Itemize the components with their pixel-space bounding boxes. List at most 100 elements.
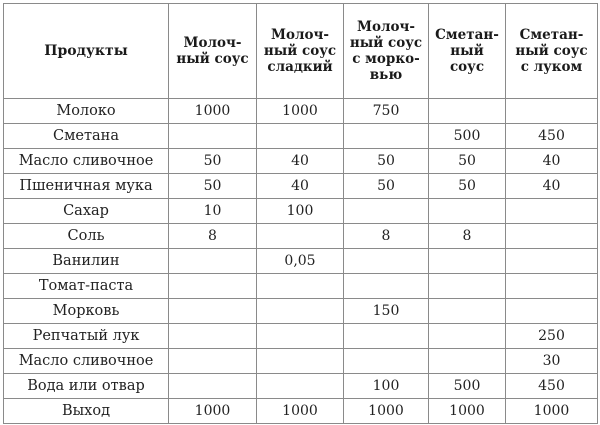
quantity-cell (168, 248, 257, 274)
quantity-cell (505, 298, 598, 324)
table-row: Репчатый лук 250 (3, 323, 598, 349)
table-row: Соль 8 8 8 (3, 223, 598, 249)
quantity-cell (256, 323, 344, 349)
quantity-cell: 30 (505, 348, 598, 374)
quantity-cell: 50 (168, 148, 257, 174)
product-name-cell: Томат-паста (3, 273, 169, 299)
quantity-cell (168, 348, 257, 374)
product-name-cell: Морковь (3, 298, 169, 324)
column-header-line: ный соус (263, 43, 337, 59)
column-header-line: Молоч- (271, 27, 329, 43)
header-row: Продукты Молоч-ный соус Молоч-ный соус слад… (3, 3, 598, 99)
column-header-line: ный соус (349, 35, 423, 51)
quantity-cell (505, 98, 598, 124)
table-row: Сахар 10 100 (3, 198, 598, 224)
column-header-line: ный соус (176, 51, 249, 67)
table-row: Масло сливочное 50 40 50 50 40 (3, 148, 598, 174)
quantity-cell (505, 223, 598, 249)
column-header-line: Сметан- (435, 27, 499, 43)
column-header: Сметан-ный соус (428, 3, 506, 99)
quantity-cell: 250 (505, 323, 598, 349)
quantity-cell (168, 298, 257, 324)
column-header-line: Молоч- (357, 19, 415, 35)
table-row: Вода или отвар 100 500 450 (3, 373, 598, 399)
column-header-line: ный соус (515, 43, 588, 59)
quantity-cell (256, 348, 344, 374)
quantity-cell: 40 (505, 148, 598, 174)
table-row: Томат-паста (3, 273, 598, 299)
quantity-cell: 1000 (168, 98, 257, 124)
column-header-line: Продукты (44, 43, 128, 59)
product-name-cell: Ванилин (3, 248, 169, 274)
product-name-cell: Вода или отвар (3, 373, 169, 399)
table-row: Пшеничная мука 50 40 50 50 40 (3, 173, 598, 199)
column-header: Сметан-ный соус с луком (505, 3, 598, 99)
quantity-cell (428, 198, 506, 224)
quantity-cell (168, 323, 257, 349)
quantity-cell: 50 (343, 148, 429, 174)
table-row: Сметана 500 450 (3, 123, 598, 149)
product-name-cell: Сметана (3, 123, 169, 149)
quantity-cell: 500 (428, 373, 506, 399)
column-header: Молоч-ный соус (168, 3, 257, 99)
column-header-line: соус (449, 59, 485, 75)
quantity-cell (343, 198, 429, 224)
product-name-cell: Молоко (3, 98, 169, 124)
quantity-cell: 1000 (256, 98, 344, 124)
table-row: Молоко 1000 1000 750 (3, 98, 598, 124)
quantity-cell (428, 323, 506, 349)
quantity-cell: 1000 (428, 398, 506, 424)
quantity-cell (343, 123, 429, 149)
quantity-cell: 500 (428, 123, 506, 149)
quantity-cell: 8 (343, 223, 429, 249)
quantity-cell: 450 (505, 123, 598, 149)
quantity-cell: 50 (428, 148, 506, 174)
product-name-cell: Масло сливочное (3, 148, 169, 174)
quantity-cell: 8 (168, 223, 257, 249)
column-header-line: Сметан- (519, 27, 584, 43)
column-header-line: Молоч- (183, 35, 242, 51)
product-name-cell: Масло сливочное (3, 348, 169, 374)
quantity-cell: 150 (343, 298, 429, 324)
table-row: Масло сливочное 30 (3, 348, 598, 374)
quantity-cell (256, 298, 344, 324)
product-name-cell: Выход (3, 398, 169, 424)
product-name-cell: Репчатый лук (3, 323, 169, 349)
column-header: Молоч-ный соус с морко-вью (343, 3, 429, 99)
quantity-cell: 50 (343, 173, 429, 199)
quantity-cell (168, 373, 257, 399)
table-row: Морковь 150 (3, 298, 598, 324)
quantity-cell: 40 (256, 148, 344, 174)
quantity-cell (256, 223, 344, 249)
product-name-cell: Сахар (3, 198, 169, 224)
quantity-cell: 50 (168, 173, 257, 199)
quantity-cell (256, 373, 344, 399)
quantity-cell: 1000 (505, 398, 598, 424)
quantity-cell (428, 273, 506, 299)
quantity-cell: 8 (428, 223, 506, 249)
quantity-cell (505, 273, 598, 299)
quantity-cell (505, 248, 598, 274)
recipe-table: Продукты Молоч-ный соус Молоч-ный соус слад… (3, 3, 598, 424)
quantity-cell (343, 273, 429, 299)
quantity-cell: 0,05 (256, 248, 344, 274)
quantity-cell (428, 348, 506, 374)
quantity-cell: 1000 (168, 398, 257, 424)
quantity-cell: 1000 (343, 398, 429, 424)
quantity-cell: 40 (256, 173, 344, 199)
quantity-cell: 1000 (256, 398, 344, 424)
quantity-cell: 750 (343, 98, 429, 124)
table-row: Выход 1000 1000 1000 1000 1000 (3, 398, 598, 424)
column-header-line: сладкий (267, 59, 333, 75)
column-header-line: ный (450, 43, 484, 59)
quantity-cell: 100 (343, 373, 429, 399)
product-name-cell: Соль (3, 223, 169, 249)
quantity-cell: 100 (256, 198, 344, 224)
quantity-cell (428, 98, 506, 124)
quantity-cell: 40 (505, 173, 598, 199)
quantity-cell: 50 (428, 173, 506, 199)
quantity-cell (428, 298, 506, 324)
quantity-cell (168, 273, 257, 299)
column-header-line: с луком (520, 59, 583, 75)
quantity-cell (256, 273, 344, 299)
